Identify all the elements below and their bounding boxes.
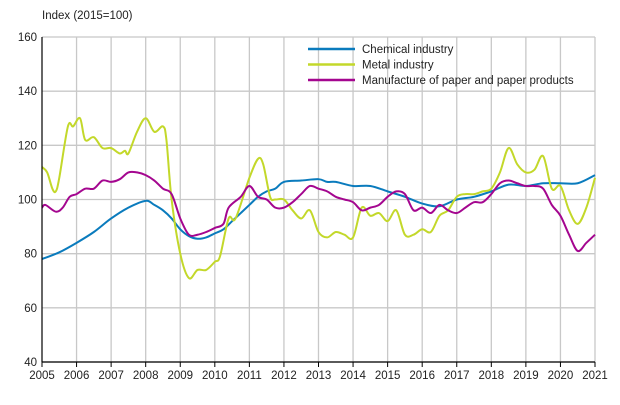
x-tick-label: 2020	[548, 370, 574, 382]
y-tick-label: 140	[18, 86, 37, 98]
x-tick-label: 2006	[64, 370, 90, 382]
series-line-2	[41, 116, 596, 280]
series-line-3	[41, 170, 596, 253]
y-tick-label: 160	[18, 32, 37, 44]
axes: 40 60 80 100 120 140 160 2005 2006 2007 2008 2009 20…	[18, 32, 608, 382]
legend-label: Chemical industry	[362, 44, 454, 56]
legend-label: Manufacture of paper and paper products	[362, 75, 574, 87]
series-line-1	[41, 174, 596, 261]
x-tick-label: 2016	[409, 370, 435, 382]
x-tick-label: 2019	[513, 370, 539, 382]
y-tick-label: 120	[18, 140, 37, 152]
legend-label: Metal industry	[362, 60, 434, 72]
x-tick-label: 2017	[444, 370, 470, 382]
y-tick-label: 40	[24, 357, 37, 369]
x-tick-label: 2014	[340, 370, 366, 382]
x-tick-label: 2007	[98, 370, 124, 382]
y-axis-label: Index (2015=100)	[42, 10, 133, 22]
x-tick-label: 2021	[582, 370, 608, 382]
x-tick-label: 2012	[271, 370, 297, 382]
x-tick-label: 2008	[133, 370, 159, 382]
x-tick-label: 2015	[375, 370, 401, 382]
x-tick-label: 2009	[167, 370, 193, 382]
x-tick-label: 2005	[29, 370, 55, 382]
x-tick-label: 2010	[202, 370, 228, 382]
x-tick-label: 2018	[479, 370, 505, 382]
y-tick-label: 100	[18, 195, 37, 207]
y-tick-label: 80	[24, 249, 37, 261]
legend: Chemical industry Metal industry Manufactu…	[308, 44, 574, 87]
x-tick-label: 2011	[237, 370, 262, 382]
x-tick-label: 2013	[306, 370, 332, 382]
y-tick-label: 60	[24, 303, 37, 315]
series-lines	[41, 116, 596, 280]
